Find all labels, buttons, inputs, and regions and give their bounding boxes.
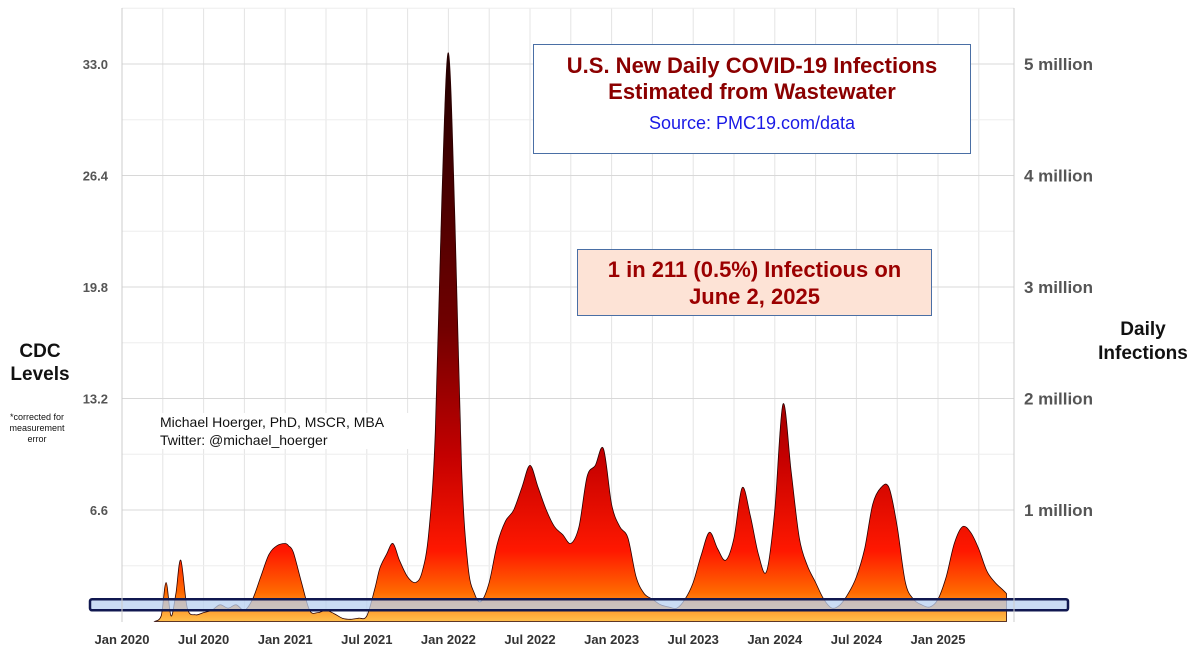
infectious-annotation: 1 in 211 (0.5%) Infectious on June 2, 20… bbox=[578, 256, 931, 310]
right-tick-label: 5 million bbox=[1024, 55, 1093, 74]
left-axis-note: *corrected for measurement error bbox=[4, 412, 70, 445]
x-tick-label: Jul 2023 bbox=[668, 632, 719, 647]
x-tick-label: Jan 2020 bbox=[95, 632, 150, 647]
x-axis-ticks: Jan 2020 Jul 2020 Jan 2021 Jul 2021 Jan 2022… bbox=[95, 632, 966, 647]
left-axis-note-line3: error bbox=[27, 434, 47, 444]
left-tick-label: 19.8 bbox=[83, 280, 108, 295]
right-axis-title-line1: Daily bbox=[1120, 319, 1166, 340]
chart-title: U.S. New Daily COVID-19 Infections bbox=[566, 53, 938, 78]
x-tick-label: Jan 2022 bbox=[421, 632, 476, 647]
x-tick-label: Jan 2023 bbox=[584, 632, 639, 647]
author-twitter: Twitter: @michael_hoerger bbox=[160, 432, 328, 448]
author-name: Michael Hoerger, PhD, MSCR, MBA bbox=[160, 414, 385, 430]
right-tick-label: 3 million bbox=[1024, 278, 1093, 297]
right-axis-title: Daily Infections bbox=[1088, 318, 1198, 366]
infectious-annotation-box: 1 in 211 (0.5%) Infectious on June 2, 20… bbox=[577, 249, 932, 316]
infectious-annotation-line2: June 2, 2025 bbox=[689, 284, 820, 309]
left-tick-label: 26.4 bbox=[83, 169, 109, 184]
chart-title-box: U.S. New Daily COVID-19 Infections Estim… bbox=[533, 44, 971, 154]
x-tick-label: Jan 2025 bbox=[911, 632, 966, 647]
x-tick-label: Jul 2021 bbox=[341, 632, 392, 647]
left-tick-label: 6.6 bbox=[90, 503, 108, 518]
left-axis-ticks: 6.6 13.2 19.8 26.4 33.0 bbox=[83, 57, 109, 518]
right-axis-title-line2: Infections bbox=[1098, 343, 1188, 364]
chart-source: Source: PMC19.com/data bbox=[648, 113, 856, 133]
infectious-annotation-line1: 1 in 211 (0.5%) Infectious on bbox=[607, 257, 902, 282]
x-tick-label: Jul 2020 bbox=[178, 632, 229, 647]
cdc-threshold-band bbox=[88, 597, 1070, 612]
author-credit: Michael Hoerger, PhD, MSCR, MBA Twitter:… bbox=[158, 413, 422, 449]
left-axis-title-line2: Levels bbox=[10, 364, 70, 385]
infection-area bbox=[153, 52, 1007, 622]
right-tick-label: 1 million bbox=[1024, 501, 1093, 520]
left-axis-note-line1: *corrected for bbox=[9, 412, 65, 422]
x-tick-label: Jan 2024 bbox=[747, 632, 803, 647]
left-tick-label: 13.2 bbox=[83, 392, 108, 407]
chart-subtitle: Estimated from Wastewater bbox=[608, 79, 896, 104]
x-tick-label: Jan 2021 bbox=[258, 632, 313, 647]
right-tick-label: 2 million bbox=[1024, 390, 1093, 409]
right-axis-ticks: 1 million 2 million 3 million 4 million 5 mi… bbox=[1024, 55, 1093, 520]
right-tick-label: 4 million bbox=[1024, 167, 1093, 186]
left-tick-label: 33.0 bbox=[83, 57, 108, 72]
x-tick-label: Jul 2022 bbox=[504, 632, 555, 647]
left-axis-title: CDC Levels bbox=[10, 340, 70, 386]
left-axis-title-line1: CDC bbox=[19, 341, 61, 362]
x-tick-label: Jul 2024 bbox=[831, 632, 883, 647]
left-axis-note-line2: measurement bbox=[9, 423, 65, 433]
